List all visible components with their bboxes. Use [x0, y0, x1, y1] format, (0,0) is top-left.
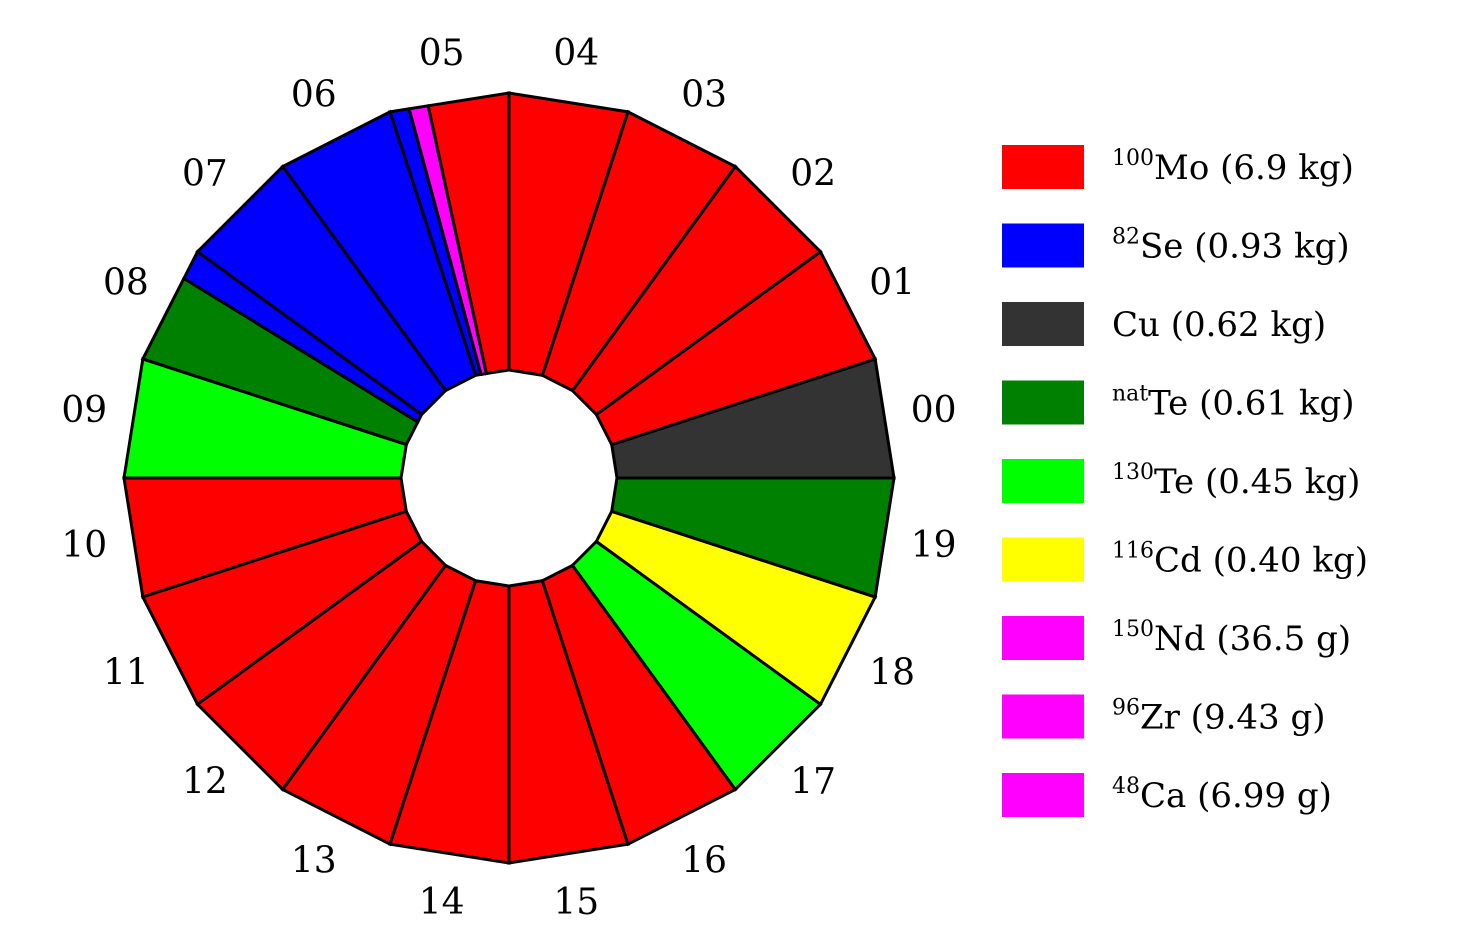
legend-isotope-name: Ca (6.99 g) — [1140, 776, 1332, 816]
legend-isotope-name: Zr (9.43 g) — [1140, 698, 1326, 738]
legend-swatch — [1002, 302, 1084, 346]
legend-item: 150Nd (36.5 g) — [1002, 616, 1351, 660]
legend-label: Cu (0.62 kg) — [1112, 305, 1326, 345]
legend: 100Mo (6.9 kg) 82Se (0.93 kg) Cu (0.62 kg)… — [1002, 145, 1368, 817]
legend-isotope-name: Nd (36.5 g) — [1154, 619, 1351, 659]
sector-label-12: 12 — [182, 762, 228, 803]
legend-isotope-mass: 100 — [1112, 146, 1154, 171]
sector-label-09: 09 — [61, 390, 107, 431]
sector-label-00: 00 — [911, 390, 957, 431]
legend-isotope-name: Cd (0.40 kg) — [1154, 541, 1368, 581]
sector-labels: 00 01 02 03 04 05 06 07 08 09 10 11 12 13 14 15 16 17 18 19 — [61, 33, 956, 923]
legend-item: 48Ca (6.99 g) — [1002, 773, 1332, 817]
legend-label: 82Se (0.93 kg) — [1112, 225, 1350, 267]
legend-isotope-name: Se (0.93 kg) — [1140, 227, 1350, 267]
sector-19-segment-0 — [610, 476, 896, 599]
legend-item: 116Cd (0.40 kg) — [1002, 537, 1368, 582]
legend-swatch — [1002, 616, 1084, 660]
legend-swatch — [1002, 773, 1084, 817]
sector-label-15: 15 — [553, 882, 599, 923]
sector-05 — [388, 91, 511, 377]
legend-item: natTe (0.61 kg) — [1002, 380, 1355, 425]
legend-label: 100Mo (6.9 kg) — [1112, 146, 1354, 188]
legend-isotope-name: Mo (6.9 kg) — [1154, 148, 1354, 188]
source-ring — [122, 91, 896, 865]
legend-item: 130Te (0.45 kg) — [1002, 459, 1360, 503]
legend-isotope-mass: nat — [1112, 382, 1148, 407]
legend-swatch — [1002, 537, 1084, 582]
legend-isotope-mass: 116 — [1112, 539, 1154, 564]
sector-label-16: 16 — [681, 841, 727, 882]
legend-swatch — [1002, 223, 1084, 268]
legend-swatch — [1002, 145, 1084, 189]
sector-label-07: 07 — [182, 153, 228, 194]
sector-label-19: 19 — [911, 525, 957, 566]
sector-label-02: 02 — [790, 153, 836, 194]
sector-19 — [610, 476, 896, 599]
legend-isotope-mass: 130 — [1112, 460, 1154, 485]
legend-label: 130Te (0.45 kg) — [1112, 460, 1360, 502]
legend-swatch — [1002, 380, 1084, 425]
legend-label: 150Nd (36.5 g) — [1112, 617, 1351, 659]
sector-label-14: 14 — [419, 882, 465, 923]
legend-isotope-mass: 82 — [1112, 225, 1140, 250]
sector-label-08: 08 — [103, 262, 149, 303]
legend-swatch — [1002, 459, 1084, 503]
legend-isotope-name: Te (0.61 kg) — [1148, 384, 1354, 424]
legend-isotope-mass: 150 — [1112, 617, 1154, 642]
sector-label-05: 05 — [419, 33, 465, 74]
sector-label-17: 17 — [790, 762, 836, 803]
legend-swatch — [1002, 694, 1084, 739]
legend-isotope-mass: 48 — [1112, 774, 1140, 799]
legend-item: 82Se (0.93 kg) — [1002, 223, 1350, 268]
sector-label-11: 11 — [103, 653, 149, 694]
sector-label-10: 10 — [61, 525, 107, 566]
legend-isotope-name: Cu (0.62 kg) — [1112, 305, 1326, 345]
legend-label: 96Zr (9.43 g) — [1112, 696, 1326, 738]
legend-label: 116Cd (0.40 kg) — [1112, 539, 1368, 581]
sector-label-06: 06 — [291, 74, 337, 115]
sector-label-04: 04 — [553, 33, 599, 74]
legend-label: natTe (0.61 kg) — [1112, 382, 1355, 424]
legend-item: 96Zr (9.43 g) — [1002, 694, 1326, 739]
legend-label: 48Ca (6.99 g) — [1112, 774, 1332, 816]
sector-label-18: 18 — [869, 653, 915, 694]
legend-isotope-mass: 96 — [1112, 696, 1140, 721]
sector-label-03: 03 — [681, 74, 727, 115]
legend-isotope-name: Te (0.45 kg) — [1154, 462, 1360, 502]
sector-label-01: 01 — [869, 262, 915, 303]
legend-item: Cu (0.62 kg) — [1002, 302, 1326, 346]
legend-item: 100Mo (6.9 kg) — [1002, 145, 1354, 189]
sector-label-13: 13 — [291, 841, 337, 882]
